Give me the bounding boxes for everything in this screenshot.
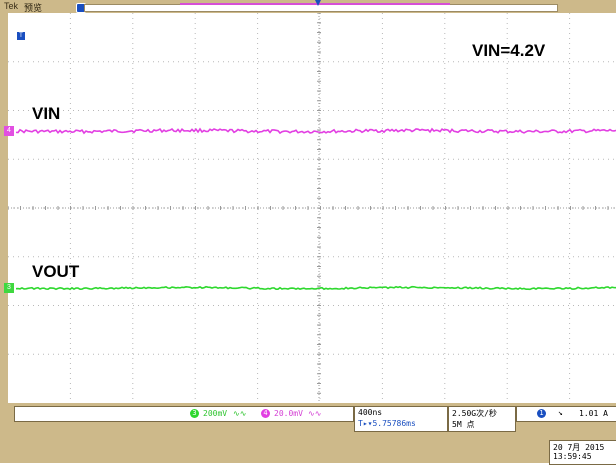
record-length-value: 5M 点 xyxy=(452,420,475,429)
vin-value-label: VIN=4.2V xyxy=(472,41,546,60)
vin-trace xyxy=(15,127,616,135)
date-time-box: 20 7月 2015 13:59:45 xyxy=(549,440,616,465)
top-status-bar: Tek 预览 xyxy=(0,0,616,14)
trigger-level-value: 1.01 A xyxy=(579,409,608,418)
trigger-settings-box[interactable]: 1 ↘ 1.01 A xyxy=(516,406,616,422)
ch4-badge: 4 xyxy=(261,409,270,418)
trigger-slope-icon: ↘ xyxy=(558,408,563,417)
trigger-level-icon: T xyxy=(16,31,26,41)
ch3-ground-marker[interactable]: 3 xyxy=(4,283,14,293)
date-value: 20 7月 2015 xyxy=(553,443,605,452)
channel-settings-box[interactable]: 3 200mV ∿∿ 4 20.0mV ∿∿ xyxy=(14,406,354,422)
ch3-scale: 200mV xyxy=(203,409,228,418)
graticule xyxy=(8,13,616,403)
sample-rate-value: 2.50G次/秒 xyxy=(452,409,497,418)
run-state-label: 预览 xyxy=(24,3,43,13)
trigger-position-value: T▸▾5.75786ms xyxy=(358,419,416,428)
record-overview-bar xyxy=(84,4,558,12)
timebase-box[interactable]: 400ns T▸▾5.75786ms xyxy=(354,406,448,432)
ch4-ground-marker[interactable]: 4 xyxy=(4,126,14,136)
timebase-value: 400ns xyxy=(358,408,383,417)
vin-trace-label: VIN xyxy=(32,104,61,123)
ch4-scale: 20.0mV xyxy=(274,409,303,418)
acquisition-box[interactable]: 2.50G次/秒 5M 点 xyxy=(448,406,516,432)
ch3-badge: 3 xyxy=(190,409,199,418)
time-value: 13:59:45 xyxy=(553,452,592,461)
record-window-indicator xyxy=(180,3,450,5)
ch4-coupling-icon: ∿∿ xyxy=(308,409,322,418)
waveform-plot-area[interactable]: T VIN=4.2V VIN VOUT xyxy=(8,13,616,403)
ch3-coupling-icon: ∿∿ xyxy=(233,409,247,418)
vout-trace-label: VOUT xyxy=(32,262,80,281)
trigger-source-badge: 1 xyxy=(537,409,546,418)
brand-label: Tek xyxy=(4,1,19,11)
bottom-status-panel: 3 200mV ∿∿ 4 20.0mV ∿∿ 400ns T▸▾5.75786m… xyxy=(0,404,616,465)
record-position-icon xyxy=(315,0,321,6)
vout-trace xyxy=(15,285,616,291)
